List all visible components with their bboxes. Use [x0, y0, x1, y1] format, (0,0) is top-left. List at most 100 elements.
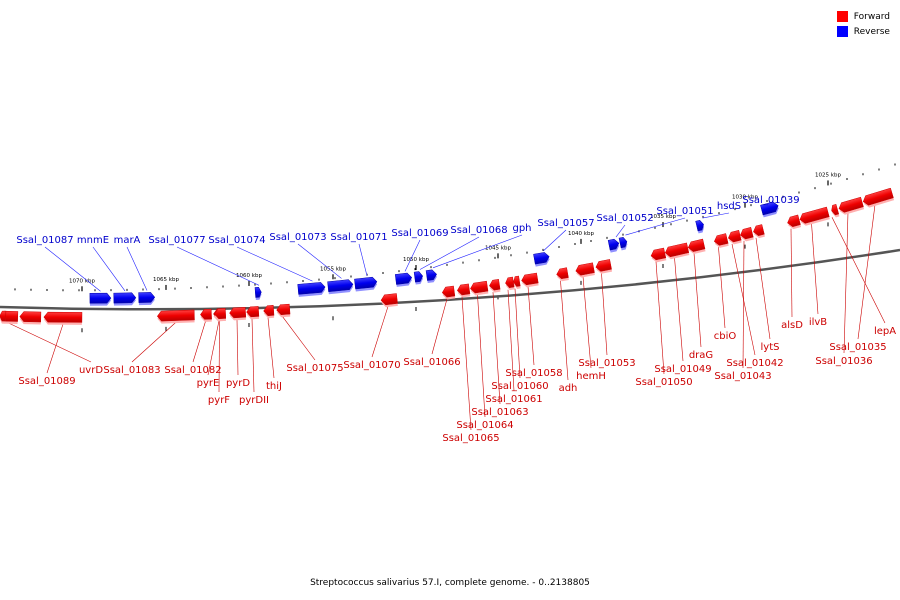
gene-arrow-Ssal_01068: [413, 271, 424, 285]
gene-arrow-Ssal_01035: [862, 187, 895, 208]
gene-label-pyrF: pyrF: [208, 395, 230, 406]
gene-arrow-Ssal_01070: [380, 293, 398, 308]
scale-label: 1065 kbp: [153, 277, 179, 283]
leader-line: [755, 237, 771, 340]
leader-line: [693, 253, 702, 348]
gene-arrow-pyrD: [229, 306, 247, 321]
gene-label-gph: gph: [512, 223, 531, 234]
gene-label-Ssal_01039: Ssal_01039: [742, 195, 799, 206]
gene-label-pyrDII: pyrDII: [239, 395, 269, 406]
gene-label-alsD: alsD: [781, 320, 803, 331]
leader-line: [811, 223, 819, 315]
leader-line: [655, 261, 665, 375]
gene-arrow-fragment-b: [0, 310, 7, 324]
gene-label-Ssal_01065: Ssal_01065: [442, 433, 499, 444]
gene-arrow-Ssal_01050: [650, 247, 667, 263]
leader-line: [461, 296, 472, 431]
leader-line: [282, 316, 316, 361]
leader-line: [267, 317, 275, 379]
gene-arrow-draG: [687, 238, 706, 255]
scale-label: 1070 kbp: [69, 278, 95, 284]
gene-label-Ssal_01061: Ssal_01061: [485, 394, 542, 405]
leader-line: [371, 306, 389, 358]
gene-label-Ssal_01077: Ssal_01077: [148, 235, 205, 246]
leader-line: [477, 294, 486, 418]
forward-swatch: [836, 11, 848, 22]
gene-label-marA: marA: [114, 235, 141, 246]
scale-label: 1030 kbp: [732, 195, 758, 201]
gene-arrow-Ssal_01043: [740, 227, 754, 242]
leader-line: [236, 246, 313, 282]
leader-line: [297, 243, 342, 279]
legend-forward-label: Forward: [853, 11, 890, 22]
gene-arrow-thiJ: [263, 305, 275, 319]
gene-arrow-Ssal_01057: [533, 252, 550, 267]
gene-arrow-Ssal_01083: [157, 309, 195, 324]
gene-arrow-Ssal_01052: [607, 238, 620, 253]
leader-line: [207, 320, 220, 376]
leader-line: [404, 239, 421, 272]
gene-arrow-pyrDII: [246, 306, 260, 320]
gene-label-Ssal_01082: Ssal_01082: [164, 365, 221, 376]
gene-label-Ssal_01050: Ssal_01050: [635, 377, 692, 388]
gene-arrow-pyrF: [214, 308, 226, 322]
gene-label-Ssal_01064: Ssal_01064: [456, 420, 513, 431]
gene-arrow-ilvB: [799, 206, 830, 226]
gene-label-hemH: hemH: [576, 371, 606, 382]
leader-line: [514, 288, 521, 379]
leader-line: [731, 243, 756, 356]
gene-arrow-Ssal_01074: [297, 282, 326, 297]
leader-line: [718, 247, 726, 329]
gene-arrow-Ssal_01089: [43, 311, 83, 325]
leader-line: [857, 204, 876, 340]
gene-label-thiJ: thiJ: [266, 381, 282, 392]
leader-line: [8, 322, 92, 363]
leader-line: [615, 224, 626, 238]
gene-arrow-cbiO: [713, 233, 729, 248]
leader-line: [44, 246, 101, 292]
scale-label: 1060 kbp: [236, 273, 262, 279]
leader-line: [560, 280, 569, 381]
gene-label-Ssal_01071: Ssal_01071: [330, 232, 387, 243]
leader-line: [431, 298, 448, 355]
legend-reverse-label: Reverse: [853, 26, 890, 37]
gene-arrow-hsdS: [695, 219, 705, 234]
scale-ticks: 1070 kbp 1065 kbp 1060 kbp 1055 kbp 1050 kbp…: [14, 163, 896, 333]
gene-arrow-Ssal_01077: [254, 287, 262, 301]
leader-line: [702, 212, 730, 219]
gene-arrow-lepA: [831, 203, 840, 218]
leader-line: [236, 319, 239, 376]
leader-line: [432, 234, 523, 269]
scale-label: 1040 kbp: [568, 231, 594, 237]
gene-arrow-Ssal_01053: [595, 259, 613, 274]
gene-arrow-hemH: [575, 262, 595, 278]
gene-label-Ssal_01073: Ssal_01073: [269, 232, 326, 243]
leader-line: [843, 212, 849, 354]
gene-arrow-Ssal_01060: [513, 275, 521, 289]
leader-line: [419, 236, 480, 270]
gene-label-Ssal_01052: Ssal_01052: [596, 213, 653, 224]
gene-arrow-Ssal_01064: [470, 280, 489, 296]
gene-arrow-Ssal_01049: [664, 242, 690, 260]
leader-line: [831, 217, 886, 324]
gene-arrows: [0, 187, 895, 325]
genome-backbone: [0, 248, 900, 311]
reverse-swatch: [836, 26, 848, 37]
gene-label-pyrD: pyrD: [226, 378, 250, 389]
leader-line: [192, 321, 206, 363]
gene-label-Ssal_01043: Ssal_01043: [714, 371, 771, 382]
leader-line: [674, 257, 684, 362]
gene-label-Ssal_01057: Ssal_01057: [537, 218, 594, 229]
gene-label-lepA: lepA: [874, 326, 896, 337]
gene-label-Ssal_01075: Ssal_01075: [286, 363, 343, 374]
gene-label-uvrD: uvrD: [79, 365, 103, 376]
gene-arrow-Ssal_01071: [354, 276, 378, 292]
leader-line: [218, 320, 220, 393]
leader-line: [46, 324, 64, 374]
gene-label-Ssal_01069: Ssal_01069: [391, 228, 448, 239]
gene-label-Ssal_01042: Ssal_01042: [726, 358, 783, 369]
gene-label-pyrE: pyrE: [197, 378, 220, 389]
gene-label-Ssal_01074: Ssal_01074: [208, 235, 265, 246]
leader-line: [358, 243, 368, 276]
